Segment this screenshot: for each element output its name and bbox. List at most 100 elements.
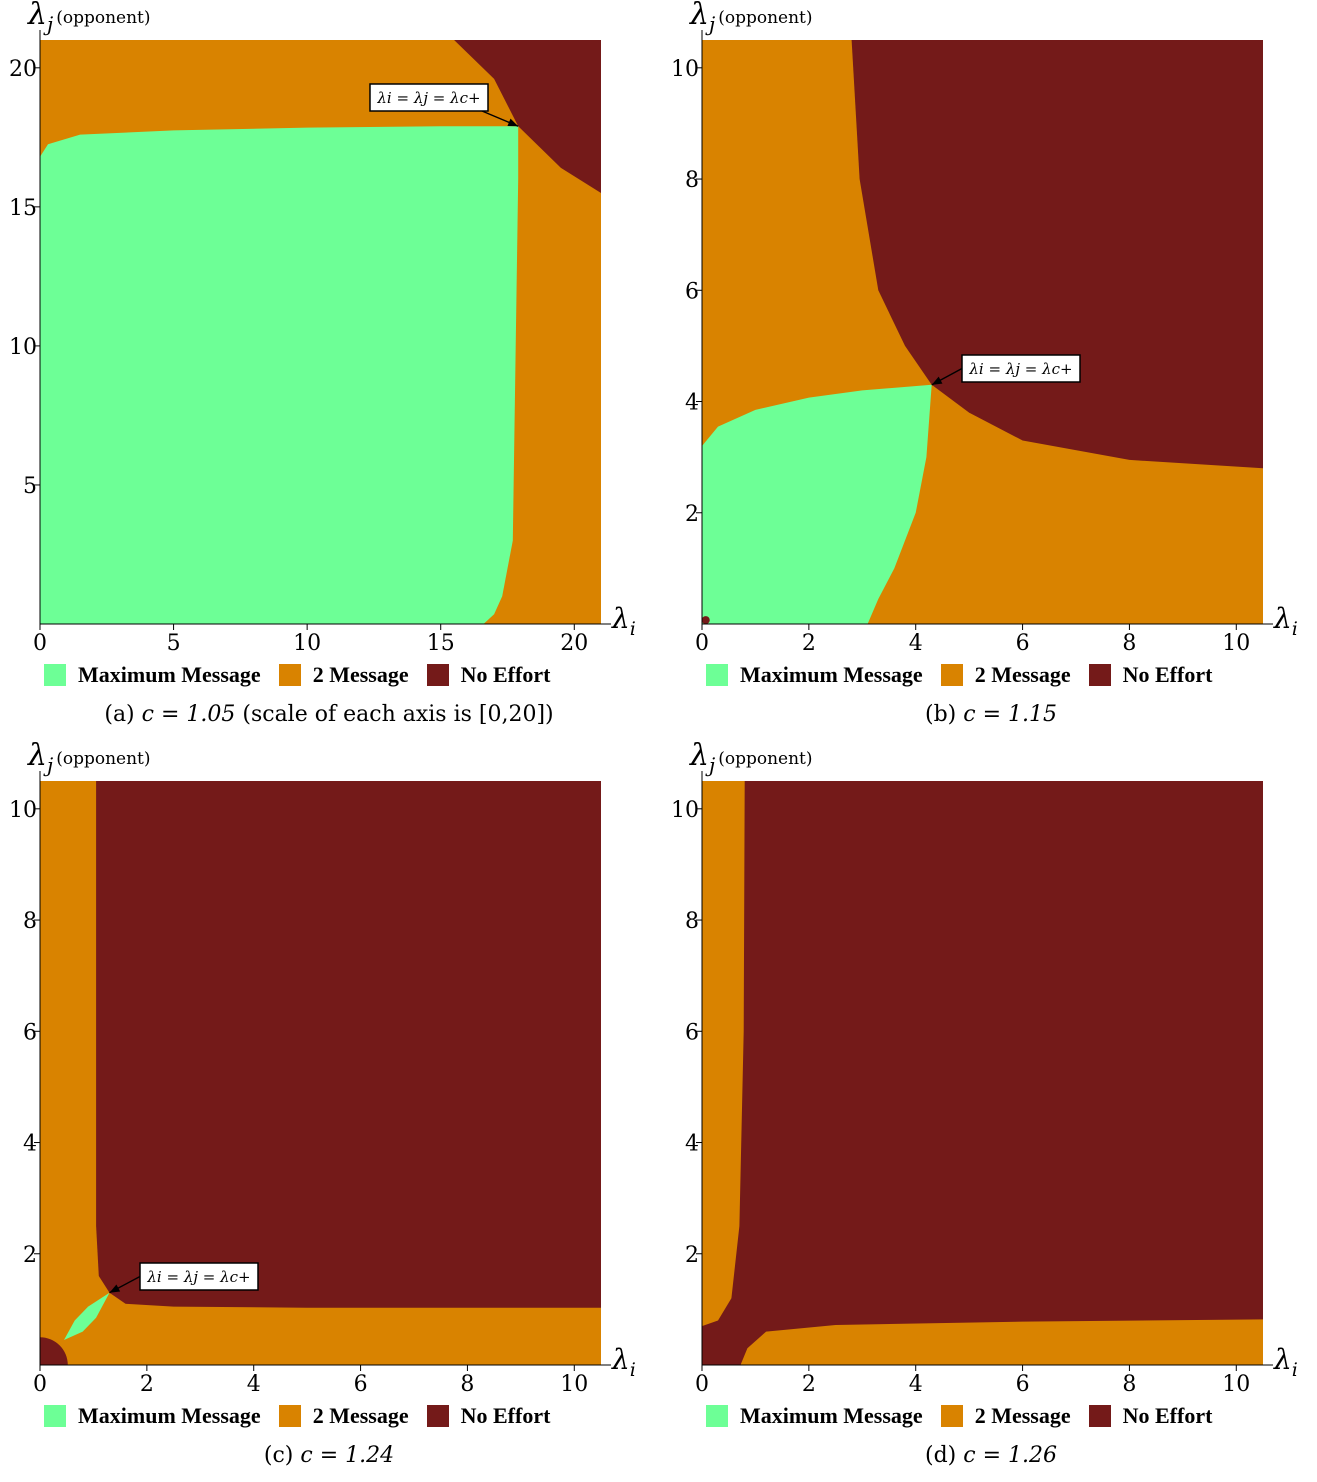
legend-swatch [940,1405,963,1427]
legend-label: No Effort [460,662,551,687]
x-tick-label: 6 [1016,631,1030,656]
y-tick-label: 8 [23,909,37,934]
chart-svg: 0 5 10 15 20 5 10 15 20 λj (opponent) λi λi = λj = λ… [9,0,636,656]
x-tick-label: 8 [1122,1372,1136,1397]
y-tick-label: 4 [685,1132,699,1157]
x-axis-label: λi [1273,602,1298,640]
region-maximum-message [40,126,519,624]
legend-item: 2 Message [278,1403,409,1429]
legend-label: Maximum Message [78,1403,261,1428]
y-tick-label: 15 [9,196,37,221]
x-tick-label: 0 [33,1372,47,1397]
chart-svg: 0 2 4 6 8 10 2 4 6 8 10 λj (opponent) λi λi = λj = λc+ [9,738,636,1397]
x-tick-label: 8 [1122,631,1136,656]
legend-swatch [44,664,66,686]
chart-svg: 0 2 4 6 8 10 2 4 6 8 10 λj (opponent) λi [671,738,1298,1397]
region-maximum-message [702,384,932,624]
x-tick-label: 15 [427,631,455,656]
x-tick-label: 4 [909,631,923,656]
legend-item: 2 Message [278,662,409,688]
legend-item: 2 Message [940,662,1071,688]
y-tick-label: 8 [685,909,699,934]
x-axis-label: λi [1273,1343,1298,1381]
legend-swatch [44,1405,66,1427]
legend-swatch [426,1405,449,1427]
legend-label: Maximum Message [740,1403,923,1428]
y-tick-label: 2 [685,1243,699,1268]
y-tick-label: 10 [671,798,699,823]
chart-panel-d: 0 2 4 6 8 10 2 4 6 8 10 λj (opponent) λi Maximum Messa… [662,738,1317,1482]
y-tick-label: 4 [685,391,699,416]
y-tick-label: 10 [9,798,37,823]
y-axis-label: λj (opponent) [689,738,813,777]
y-tick-label: 6 [685,279,699,304]
legend-item: Maximum Message [44,662,261,688]
region-no-effort-corner [40,1337,68,1365]
legend-item: Maximum Message [44,1403,261,1429]
legend-label: Maximum Message [78,662,261,687]
chart-caption: (b) c = 1.15 [925,702,1057,727]
x-tick-label: 0 [695,631,709,656]
chart-panel-a: 0 5 10 15 20 5 10 15 20 λj (opponent) λi λi = λj = λ… [0,0,658,741]
y-tick-label: 4 [23,1132,37,1157]
legend-label: 2 Message [312,662,409,687]
chart-svg: 0 2 4 6 8 10 2 4 6 8 10 λj (opponent) λi λi = λj = λc+ [671,0,1298,656]
legend-label: No Effort [460,1403,551,1428]
legend: Maximum Message 2 Message No Effort [706,1401,1286,1431]
legend-label: Maximum Message [740,662,923,687]
y-tick-label: 20 [9,57,37,82]
legend-swatch [706,1405,728,1427]
legend-label: 2 Message [312,1403,409,1428]
y-axis-label: λj (opponent) [689,0,813,36]
legend-item: No Effort [426,1403,551,1429]
x-tick-label: 10 [1222,1372,1250,1397]
x-tick-label: 2 [802,631,816,656]
x-tick-label: 2 [140,1372,154,1397]
legend-swatch [940,664,963,686]
region-no-effort [96,781,601,1308]
y-tick-label: 5 [23,474,37,499]
legend-label: 2 Message [974,1403,1071,1428]
chart-caption: (d) c = 1.26 [925,1443,1057,1468]
x-axis-label: λi [611,1343,636,1381]
legend-swatch [706,664,728,686]
x-tick-label: 2 [802,1372,816,1397]
y-tick-label: 6 [685,1020,699,1045]
x-tick-label: 5 [167,631,181,656]
y-tick-label: 2 [685,502,699,527]
x-tick-label: 10 [1222,631,1250,656]
annotation-label: λi = λj = λc+ [146,1268,250,1286]
legend-item: 2 Message [940,1403,1071,1429]
legend: Maximum Message 2 Message No Effort [44,1401,624,1431]
legend-swatch [278,1405,301,1427]
legend-item: No Effort [426,662,551,688]
annotation-callout: λi = λj = λc+ [931,354,1081,386]
region-maximum-message [64,1292,110,1340]
legend-swatch [1088,1405,1111,1427]
legend-item: Maximum Message [706,662,923,688]
legend-swatch [426,664,449,686]
legend-item: Maximum Message [706,1403,923,1429]
x-tick-label: 8 [460,1372,474,1397]
region-no-effort [454,40,601,193]
region-no-effort [702,781,1263,1365]
legend-swatch [1088,664,1111,686]
x-tick-label: 6 [354,1372,368,1397]
x-axis-label: λi [611,602,636,640]
region-no-effort [851,40,1263,469]
annotation-callout: λi = λj = λc+ [109,1262,259,1294]
y-tick-label: 10 [671,57,699,82]
region-no-effort-corner [701,616,710,625]
chart-caption: (a) c = 1.05 (scale of each axis is [0,2… [104,702,554,727]
y-axis-label: λj (opponent) [27,0,151,36]
x-tick-label: 4 [909,1372,923,1397]
y-tick-label: 6 [23,1020,37,1045]
chart-panel-b: 0 2 4 6 8 10 2 4 6 8 10 λj (opponent) λi λi = λj = λc+… [662,0,1317,741]
x-tick-label: 0 [33,631,47,656]
x-tick-label: 10 [560,1372,588,1397]
chart-caption: (c) c = 1.24 [263,1443,395,1468]
y-tick-label: 2 [23,1243,37,1268]
x-tick-label: 0 [695,1372,709,1397]
x-tick-label: 10 [293,631,321,656]
chart-panel-c: 0 2 4 6 8 10 2 4 6 8 10 λj (opponent) λi λi = λj = λc+… [0,738,658,1482]
